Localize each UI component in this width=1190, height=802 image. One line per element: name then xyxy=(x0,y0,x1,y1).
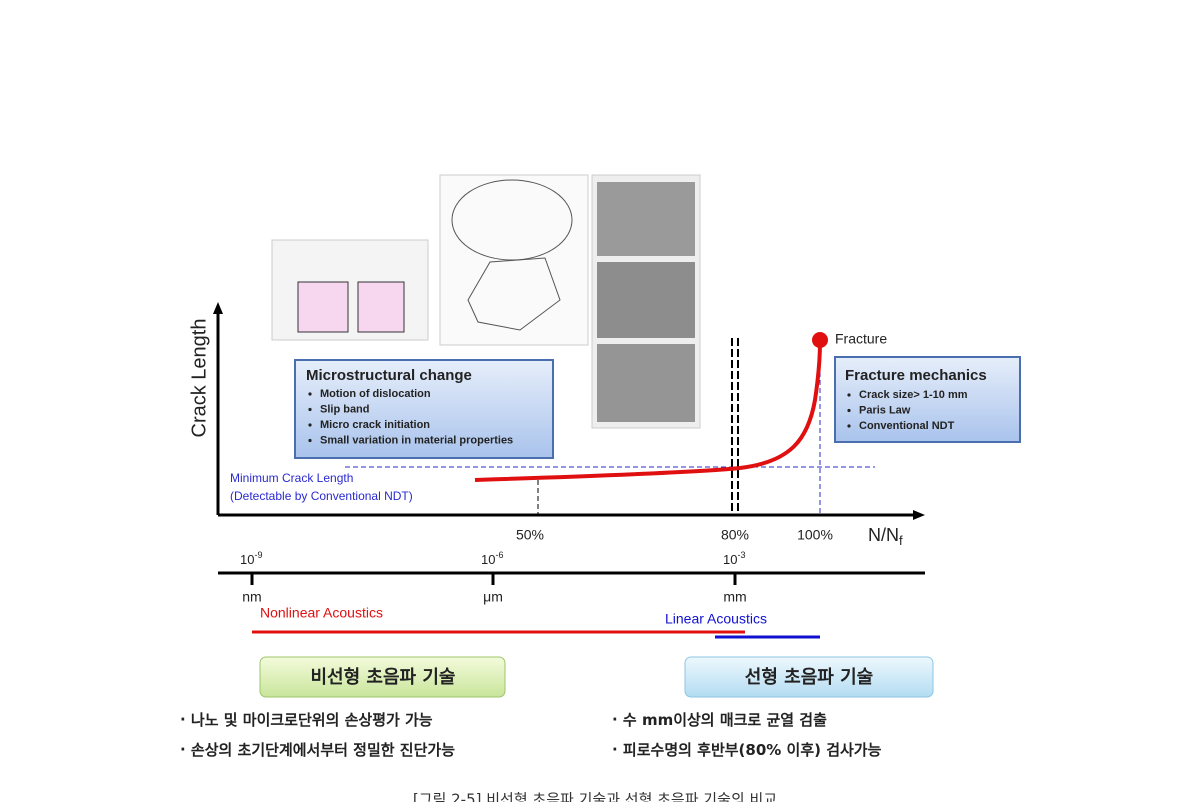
text: 10 xyxy=(723,552,737,567)
bullet-dot xyxy=(308,423,312,427)
caption: [그림 2-5] 비선형 초음파 기술과 선형 초음파 기술의 비교 xyxy=(413,791,777,802)
bullet-text: Motion of dislocation xyxy=(320,388,431,400)
linear-label: Linear Acoustics xyxy=(665,611,767,627)
scale-exponent: 10-3 xyxy=(723,550,745,567)
crack-curve xyxy=(474,341,822,482)
bullet-dot xyxy=(308,438,312,443)
scale-exponent: 10-6 xyxy=(481,550,503,567)
fracture-label: Fracture xyxy=(835,331,887,347)
fracture-box xyxy=(834,356,1021,443)
bullet-text: Crack size> 1-10 mm xyxy=(859,389,968,401)
scale-unit: mm xyxy=(723,589,746,605)
bullet-text: Conventional NDT xyxy=(859,420,955,432)
bullet-text: Small variation in material properties xyxy=(320,434,513,446)
bullet-dot xyxy=(847,408,851,413)
bullet-text: Paris Law xyxy=(859,404,911,416)
linear-tech-box xyxy=(684,656,934,698)
tech-title: 선형 초음파 기술 xyxy=(745,667,873,688)
tech-title: 비선형 초음파 기술 xyxy=(310,667,455,688)
nonlinear-tech-box xyxy=(259,656,506,698)
axes xyxy=(216,312,915,517)
micrograph-images xyxy=(591,174,701,429)
eighty-line xyxy=(731,338,739,515)
microstructural-box xyxy=(294,359,554,459)
bullet: · 피로수명의 후반부(80% 이후) 검사가능 xyxy=(612,741,882,759)
bullet: · 손상의 초기단계에서부터 정밀한 진단가능 xyxy=(180,741,455,759)
min-crack-label: Minimum Crack Length xyxy=(230,471,353,485)
text: 손상의 초기단계에서부터 정밀한 진단가능 xyxy=(191,741,455,759)
bullet-dot xyxy=(308,407,312,412)
text: -9 xyxy=(254,550,262,560)
text: 수 mm이상의 매크로 균열 검출 xyxy=(623,711,827,729)
scale-exponent: 10-9 xyxy=(240,550,262,567)
bullet-dot xyxy=(847,393,851,397)
text: f xyxy=(899,533,903,548)
fracture-point xyxy=(812,332,828,348)
box-title: Microstructural change xyxy=(306,367,472,384)
bullet-dot xyxy=(308,392,312,396)
x-axis-title: N/Nf xyxy=(868,525,903,549)
box-title: Fracture mechanics xyxy=(845,367,987,384)
x-label: 80% xyxy=(721,527,749,543)
min-crack-label: (Detectable by Conventional NDT) xyxy=(230,489,413,503)
lattice-image xyxy=(271,239,429,341)
bullet-dot xyxy=(847,424,851,428)
nonlinear-label: Nonlinear Acoustics xyxy=(260,605,383,621)
x-label: 50% xyxy=(516,527,544,543)
bullet-text: Micro crack initiation xyxy=(320,419,430,431)
scale-unit: nm xyxy=(242,589,261,605)
text: 10 xyxy=(240,552,254,567)
scale-unit: μm xyxy=(483,589,503,605)
text: 10 xyxy=(481,552,495,567)
bullet-text: Slip band xyxy=(320,403,370,415)
text: -3 xyxy=(737,550,745,560)
bullet: · 나노 및 마이크로단위의 손상평가 가능 xyxy=(180,711,433,729)
text: 나노 및 마이크로단위의 손상평가 가능 xyxy=(191,711,433,729)
bullet: · 수 mm이상의 매크로 균열 검출 xyxy=(612,711,827,729)
slip-band-image xyxy=(439,174,589,346)
y-axis-label: Crack Length xyxy=(188,319,210,438)
text: -6 xyxy=(495,550,503,560)
x-label: 100% xyxy=(797,527,833,543)
text: N/N xyxy=(868,525,899,545)
text: 피로수명의 후반부(80% 이후) 검사가능 xyxy=(623,741,882,759)
